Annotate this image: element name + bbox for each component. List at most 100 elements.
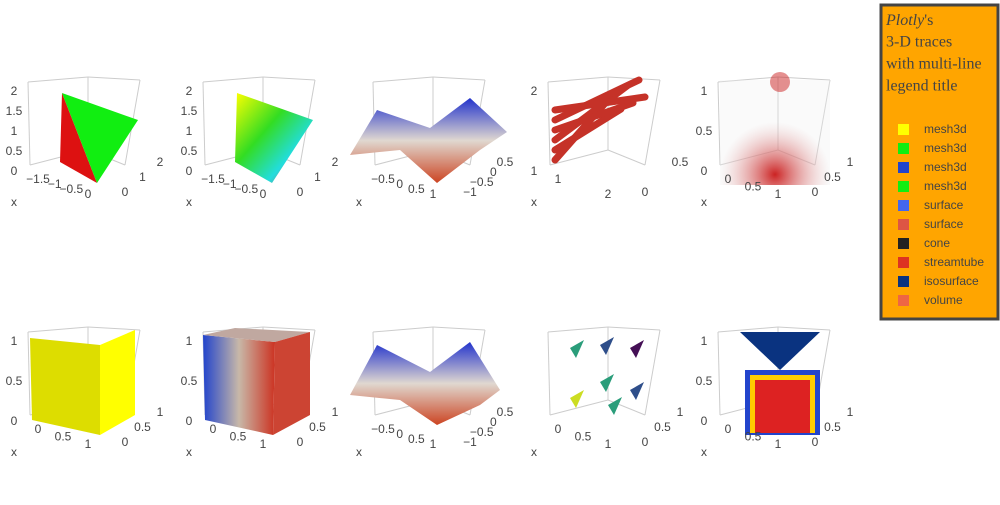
z-tick-label: 2 bbox=[186, 84, 193, 98]
x-tick-label: 1 bbox=[555, 172, 562, 186]
surface bbox=[273, 332, 310, 435]
axis-frame bbox=[547, 76, 609, 83]
x-tick-label: −0.5 bbox=[59, 182, 83, 196]
x-tick-label: 0.5 bbox=[408, 182, 425, 196]
x-tick-label: 1 bbox=[605, 437, 612, 451]
z-tick-label: 2 bbox=[531, 84, 538, 98]
z-tick-label: 1 bbox=[11, 124, 18, 138]
x-tick-label: 1 bbox=[430, 437, 437, 451]
x-tick-label: 2 bbox=[605, 187, 612, 201]
cone bbox=[600, 374, 614, 392]
axis-frame bbox=[717, 326, 779, 333]
z-tick-label: 1 bbox=[186, 334, 193, 348]
axis-label: x bbox=[531, 195, 537, 209]
axis-label: x bbox=[186, 445, 192, 459]
y-tick-label: 0.5 bbox=[654, 420, 671, 434]
x-tick-label: 0.5 bbox=[745, 180, 762, 194]
mesh bbox=[100, 330, 135, 435]
axis-label: x bbox=[701, 195, 707, 209]
y-tick-label: 0.5 bbox=[824, 170, 841, 184]
x-tick-label: −1 bbox=[223, 177, 237, 191]
x-tick-label: −1 bbox=[48, 177, 62, 191]
axis-label: x bbox=[701, 445, 707, 459]
axis-label: x bbox=[11, 195, 17, 209]
z-tick-label: 0 bbox=[701, 164, 708, 178]
legend-symbol bbox=[898, 200, 909, 211]
y-tick-label: 2 bbox=[332, 155, 339, 169]
y-tick-label: 0 bbox=[490, 165, 497, 179]
axis-frame bbox=[717, 81, 721, 166]
legend-label: streamtube bbox=[924, 255, 984, 269]
z-tick-label: 0.5 bbox=[6, 144, 23, 158]
y-tick-label: 0 bbox=[297, 435, 304, 449]
legend-title: 3-D traces bbox=[886, 34, 952, 51]
legend-label: mesh3d bbox=[924, 122, 967, 136]
z-tick-label: 1.5 bbox=[6, 104, 23, 118]
x-tick-label: 0 bbox=[85, 187, 92, 201]
axis-frame bbox=[777, 326, 831, 331]
legend-symbol bbox=[898, 143, 909, 154]
x-tick-label: 0 bbox=[725, 172, 732, 186]
y-tick-label: 0 bbox=[812, 185, 819, 199]
z-tick-label: 0.5 bbox=[181, 144, 198, 158]
cone bbox=[570, 340, 584, 358]
mesh bbox=[62, 93, 138, 183]
y-tick-label: 0.5 bbox=[497, 405, 514, 419]
x-tick-label: 0 bbox=[725, 422, 732, 436]
streamtube bbox=[551, 99, 637, 134]
axis-frame bbox=[547, 81, 551, 166]
x-tick-label: −1.5 bbox=[201, 172, 225, 186]
x-tick-label: 0.5 bbox=[745, 430, 762, 444]
x-tick-label: 0.5 bbox=[575, 430, 592, 444]
z-tick-label: 0 bbox=[186, 164, 193, 178]
axis-frame bbox=[372, 76, 434, 83]
axis-frame bbox=[607, 149, 646, 166]
axis-frame bbox=[202, 81, 206, 166]
y-tick-label: 0.5 bbox=[497, 155, 514, 169]
legend-title: legend title bbox=[886, 78, 958, 95]
z-tick-label: 1 bbox=[701, 84, 708, 98]
legend-label: surface bbox=[924, 198, 964, 212]
volume bbox=[720, 80, 830, 185]
axis-label: x bbox=[11, 445, 17, 459]
z-tick-label: 0.5 bbox=[696, 374, 713, 388]
x-tick-label: 0.5 bbox=[230, 430, 247, 444]
axis-label: x bbox=[531, 445, 537, 459]
scene: 0 0.5 1 0 0.5 1 0 0.5 1 x bbox=[696, 72, 854, 209]
x-tick-label: 0 bbox=[396, 177, 403, 191]
axis-frame bbox=[87, 76, 141, 81]
y-tick-label: 1 bbox=[332, 405, 339, 419]
cone bbox=[600, 337, 614, 355]
axis-frame bbox=[549, 399, 609, 416]
axis-frame bbox=[547, 326, 609, 333]
streamtube bbox=[551, 105, 625, 154]
y-tick-label: 0 bbox=[122, 185, 129, 199]
z-tick-label: 1 bbox=[701, 334, 708, 348]
y-tick-label: 1 bbox=[157, 405, 164, 419]
y-tick-label: 2 bbox=[157, 155, 164, 169]
legend-title: with multi-line bbox=[886, 56, 982, 73]
axis-label: x bbox=[186, 195, 192, 209]
legend-symbol bbox=[898, 162, 909, 173]
axis-label: x bbox=[356, 445, 362, 459]
x-tick-label: 1 bbox=[430, 187, 437, 201]
cone bbox=[608, 397, 622, 415]
axis-frame bbox=[607, 76, 661, 81]
legend-symbol bbox=[898, 257, 909, 268]
surface bbox=[203, 328, 310, 342]
y-tick-label: 0.5 bbox=[672, 155, 689, 169]
axis-label: x bbox=[356, 195, 362, 209]
y-tick-label: 1 bbox=[139, 170, 146, 184]
z-tick-label: 1 bbox=[531, 164, 538, 178]
axis-frame bbox=[202, 76, 264, 83]
surface bbox=[350, 342, 500, 425]
y-tick-label: 0 bbox=[490, 415, 497, 429]
scene: −0.5 0 0.5 1 −1−0.500.5x bbox=[350, 76, 514, 209]
y-tick-label: −1 bbox=[463, 435, 477, 449]
volume bbox=[770, 72, 790, 92]
y-tick-label: 1 bbox=[314, 170, 321, 184]
axis-frame bbox=[262, 76, 316, 81]
y-tick-label: 0 bbox=[642, 435, 649, 449]
x-tick-label: 0 bbox=[396, 427, 403, 441]
